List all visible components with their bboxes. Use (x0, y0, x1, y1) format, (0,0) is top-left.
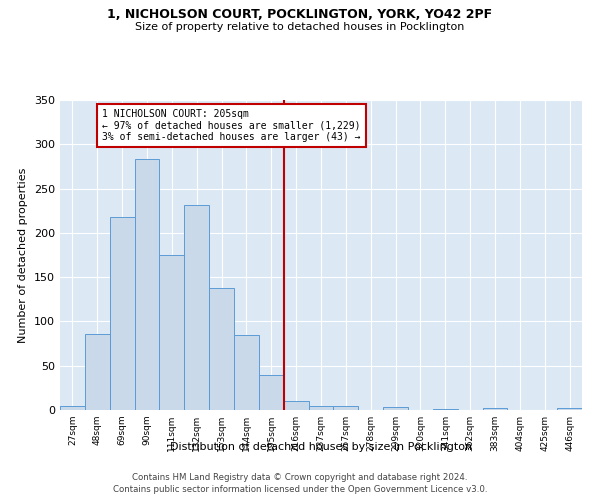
Bar (134, 160, 160, 410)
Bar (110, 217, 134, 410)
Bar (308, 406, 334, 410)
Text: 1 NICHOLSON COURT: 205sqm
← 97% of detached houses are smaller (1,229)
3% of sem: 1 NICHOLSON COURT: 205sqm ← 97% of detac… (102, 109, 361, 142)
Bar (334, 406, 358, 410)
Bar (557, 408, 582, 410)
Bar (383, 408, 408, 410)
Bar (433, 409, 458, 410)
Text: Contains public sector information licensed under the Open Government Licence v3: Contains public sector information licen… (113, 485, 487, 494)
Bar (60, 406, 85, 410)
Bar (259, 374, 284, 410)
Bar (160, 255, 184, 410)
Bar (482, 408, 508, 410)
Bar (284, 401, 308, 410)
Y-axis label: Number of detached properties: Number of detached properties (19, 168, 28, 342)
Text: Contains HM Land Registry data © Crown copyright and database right 2024.: Contains HM Land Registry data © Crown c… (132, 472, 468, 482)
Text: Distribution of detached houses by size in Pocklington: Distribution of detached houses by size … (170, 442, 472, 452)
Bar (209, 288, 234, 410)
Bar (184, 204, 209, 410)
Text: 1, NICHOLSON COURT, POCKLINGTON, YORK, YO42 2PF: 1, NICHOLSON COURT, POCKLINGTON, YORK, Y… (107, 8, 493, 20)
Bar (85, 334, 110, 410)
Text: Size of property relative to detached houses in Pocklington: Size of property relative to detached ho… (136, 22, 464, 32)
Bar (234, 334, 259, 410)
